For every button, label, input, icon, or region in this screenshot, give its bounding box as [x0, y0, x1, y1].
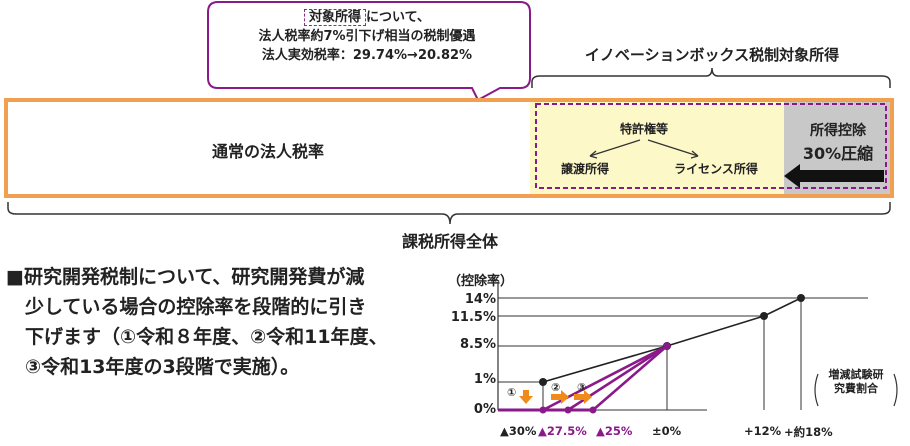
- bullet-line2: 少している場合の控除率を段階的に引き: [25, 296, 367, 318]
- x-tick-zero: ±0%: [652, 424, 682, 438]
- compression-arrow: [784, 164, 884, 188]
- normal-rate-label: 通常の法人税率: [211, 142, 324, 161]
- callout-bubble: [207, 1, 531, 102]
- y-tick-0: 0%: [473, 402, 496, 417]
- series-line-2: [567, 344, 668, 412]
- license-income-label: ライセンス所得: [674, 162, 758, 176]
- callout-line3-prefix: 法人実効税率：29.74%→: [261, 48, 418, 63]
- bullet-line1: 研究開発税制について、研究開発費が減: [23, 266, 365, 288]
- target-income-tag: 対象所得: [304, 9, 367, 26]
- series-line-0: [542, 297, 802, 383]
- y-tick-8-5: 8.5%: [459, 337, 496, 352]
- callout-text: 対象所得 について、 法人税率約7%引下げ相当の税制優遇 法人実効税率：29.74…: [208, 8, 526, 65]
- deduction-label: 所得控除 30%圧縮: [786, 120, 890, 164]
- x-label-paren-left: [814, 373, 819, 407]
- series-0-point-0: [539, 378, 547, 386]
- chart-y-label: （控除率）: [448, 274, 514, 289]
- yellow-region: [530, 102, 784, 194]
- series-0-point-3: [797, 294, 805, 302]
- total-income-brace: [7, 202, 891, 225]
- patent-arrow-right: [647, 139, 699, 157]
- x-tick-plus18: +約18%: [784, 425, 833, 439]
- x-tick-minus27-5: ▲27.5%: [538, 424, 587, 438]
- y-tick-11-5: 11.5%: [450, 310, 496, 325]
- rd-tax-description: ■研究開発税制について、研究開発費が減 少している場合の控除率を段階的に引き 下…: [6, 262, 426, 382]
- bullet-mark: ■: [6, 266, 24, 288]
- innovation-box-title: イノベーションボックス税制対象所得: [584, 46, 840, 64]
- y-tick-14: 14%: [464, 292, 496, 307]
- x-label-paren-right: [893, 373, 898, 407]
- step-marker-1: ①: [507, 386, 517, 399]
- series-line-3: [592, 345, 668, 411]
- step-1-down-arrow: [519, 390, 533, 404]
- target-income-dashed-box: [535, 103, 887, 189]
- callout-line2-bold: 7%引下げ: [323, 29, 385, 44]
- x-axis-label: 増減試験研究費割合: [816, 368, 896, 396]
- series-0-point-2: [760, 312, 768, 320]
- bullet-line3: 下げます（①令和８年度、②令和11年度、: [25, 326, 388, 348]
- total-income-label: 課税所得全体: [401, 232, 498, 251]
- patent-arrow-left: [589, 139, 641, 157]
- x-tick-minus25: ▲25%: [596, 424, 633, 438]
- step-2-right-arrow: [551, 390, 569, 404]
- deduction-line2: 30%圧縮: [802, 144, 874, 163]
- deduction-line1: 所得控除: [810, 123, 866, 139]
- step-3-right-arrow: [574, 390, 592, 404]
- innovation-brace: [531, 67, 891, 88]
- callout-line1: について、: [366, 10, 430, 25]
- x-tick-plus12: +12%: [744, 424, 782, 438]
- callout-line2-prefix: 法人税率約: [258, 29, 324, 44]
- transfer-income-label: 譲渡所得: [560, 162, 609, 176]
- x-axis-label-text: 増減試験研究費割合: [828, 368, 884, 395]
- series-3-point-1: [663, 342, 671, 350]
- callout-line2-suffix: 相当の税制優遇: [384, 29, 476, 44]
- series-3-point-0: [589, 406, 597, 414]
- step-marker-3: ③: [577, 381, 587, 394]
- bullet-line4: ③令和13年度の3段階で実施）。: [25, 356, 300, 378]
- step-marker-2: ②: [551, 381, 561, 394]
- series-1-point-0: [539, 406, 547, 414]
- patent-label: 特許権等: [619, 122, 668, 136]
- series-2-point-0: [564, 406, 572, 414]
- y-tick-1: 1%: [473, 372, 496, 387]
- x-tick-minus30: ▲30%: [500, 424, 537, 438]
- callout-line3-bold: 20.82%: [417, 48, 473, 63]
